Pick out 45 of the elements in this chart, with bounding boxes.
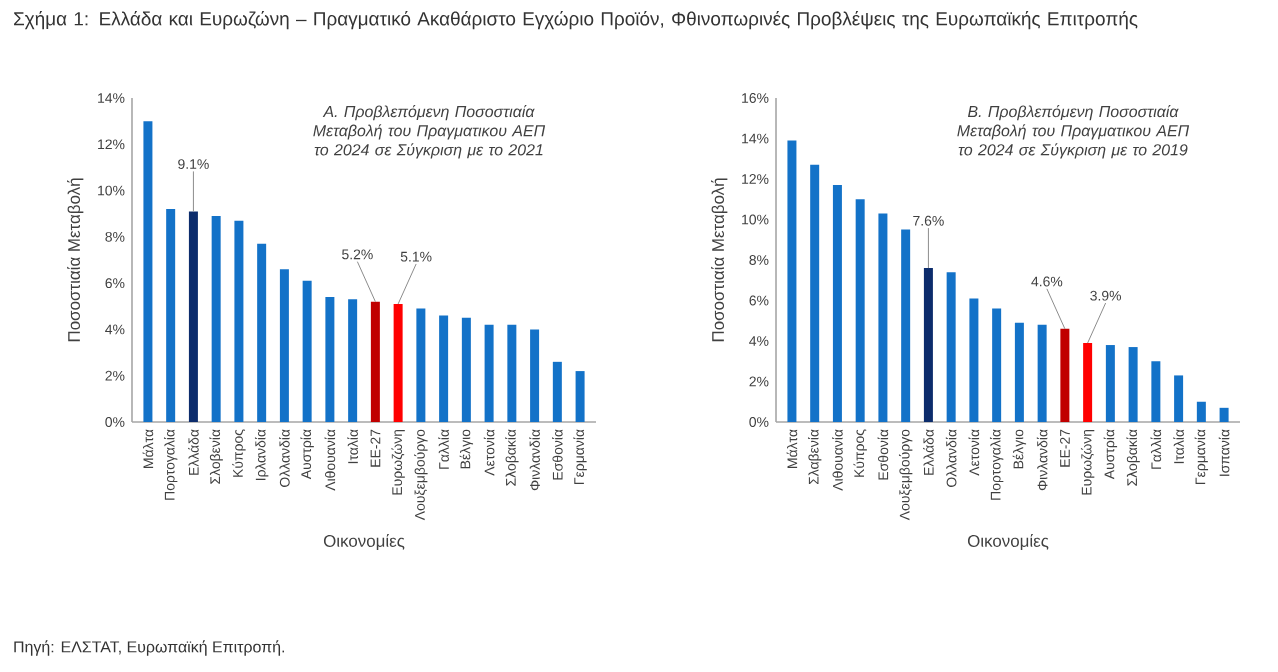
bar [810,164,820,422]
bar [1196,401,1206,422]
bar [575,371,585,422]
bar [188,211,198,422]
bar [1014,322,1024,422]
bar [855,199,865,422]
bar [969,298,979,422]
bar [832,185,842,422]
y-axis-title: Ποσοστιαία Μεταβολή [711,178,728,342]
bar [1128,347,1138,422]
bar [1105,345,1115,422]
x-axis-title: Οικονομίες [323,534,405,550]
bar [923,268,933,422]
bar [1174,375,1184,422]
bar [878,213,888,422]
bar [325,297,335,422]
bar [302,280,312,422]
bar [211,216,221,422]
text: Σχήμα 1: Ελλάδα και Ευρωζώνη – Πραγματικό Ακαθάριστο Εγχώριο Προϊόν, Φθινοπωρινές Προβλέψεις της Ευρωπαϊκής Επιτροπής [14,11,1138,30]
bar [552,361,562,422]
bar [257,243,267,422]
bar [370,301,380,422]
bar [439,315,449,422]
bar [393,303,403,422]
bar [234,220,244,422]
bar [901,229,911,422]
bar [484,324,494,422]
bar [946,272,956,422]
bar [1083,343,1093,422]
bar [461,317,471,422]
bar [992,308,1002,422]
bar [1060,328,1070,422]
bar [1219,407,1229,422]
bar [348,299,358,422]
bar [1037,324,1047,422]
bar [787,140,797,422]
bar [1151,361,1161,422]
bar [166,209,176,422]
bar [416,308,426,422]
bar [530,329,540,422]
x-axis-title: Οικονομίες [967,534,1049,550]
bar [279,269,289,422]
y-axis-title: Ποσοστιαία Μεταβολή [67,178,84,342]
bar [143,121,153,422]
bar [507,324,517,422]
